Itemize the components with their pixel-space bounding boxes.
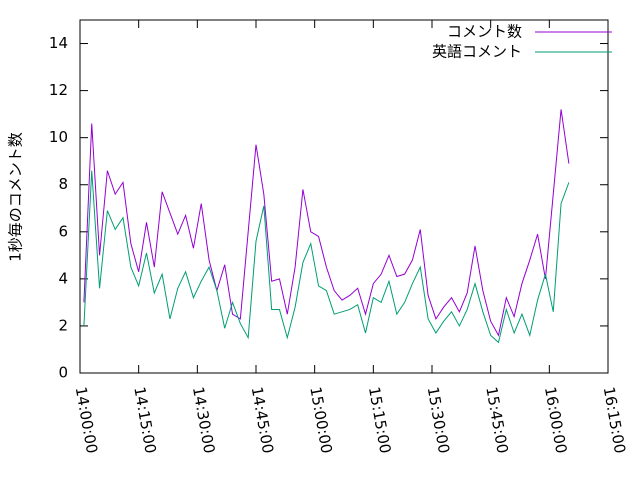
- legend-label: 英語コメント: [432, 43, 522, 61]
- y-tick-label: 4: [58, 269, 68, 287]
- y-axis-label: 1秒毎のコメント数: [7, 132, 25, 262]
- y-tick-label: 8: [58, 175, 68, 193]
- legend-label: コメント数: [447, 23, 522, 41]
- y-tick-label: 2: [58, 316, 68, 334]
- y-tick-label: 6: [58, 222, 68, 240]
- y-tick-label: 10: [49, 128, 68, 146]
- series-line: [83, 170, 570, 344]
- plot-border: [79, 19, 609, 374]
- y-tick-label: 0: [58, 364, 68, 382]
- y-tick-label: 12: [49, 81, 68, 99]
- y-tick-label: 14: [49, 34, 68, 52]
- series-line: [83, 109, 570, 337]
